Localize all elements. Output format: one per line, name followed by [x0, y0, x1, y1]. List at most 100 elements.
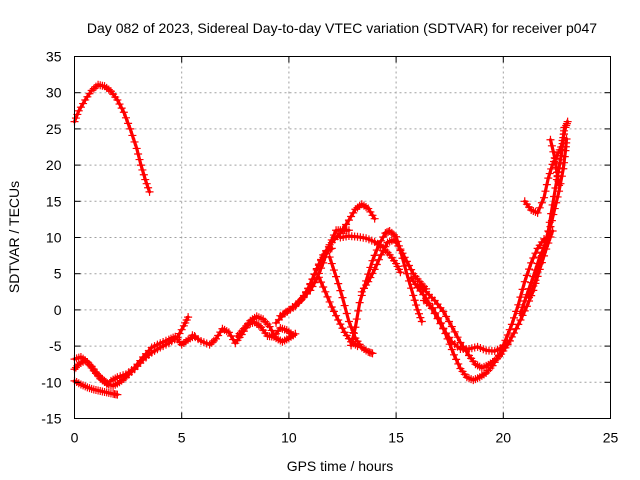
data-point-marker [366, 273, 375, 282]
data-point-marker [545, 218, 554, 227]
data-point-marker [312, 264, 321, 273]
data-point-marker [128, 131, 137, 140]
data-point-marker [144, 183, 153, 192]
data-point-marker [535, 203, 544, 212]
data-point-marker [339, 224, 348, 233]
data-point-marker [518, 303, 527, 312]
data-point-marker [512, 307, 521, 316]
series-trace [328, 255, 375, 355]
data-point-marker [368, 349, 377, 358]
data-point-marker [342, 309, 351, 318]
data-point-marker [400, 253, 409, 262]
series-trace [523, 120, 570, 215]
data-point-marker [550, 153, 559, 162]
data-point-marker [437, 318, 446, 327]
data-point-marker [299, 292, 308, 301]
data-point-marker [314, 273, 323, 282]
data-point-marker [525, 265, 534, 274]
data-point-marker [368, 256, 377, 265]
series-arc-early-low-d [106, 331, 199, 385]
data-point-marker [442, 312, 451, 321]
y-axis-ticks: -15 -10 -5 0 5 10 15 20 25 30 35 [41, 49, 611, 427]
data-point-marker [563, 117, 572, 126]
data-point-marker [501, 336, 510, 345]
data-point-marker [338, 293, 347, 302]
data-point-marker [134, 149, 143, 158]
data-point-marker [310, 269, 319, 278]
data-point-marker [372, 246, 381, 255]
data-point-marker [453, 333, 462, 342]
data-point-marker [505, 325, 514, 334]
data-point-marker [409, 291, 418, 300]
data-point-marker [533, 268, 542, 277]
series-arc-mid-b [233, 312, 300, 346]
data-point-marker [542, 180, 551, 189]
data-point-marker [336, 320, 345, 329]
data-point-marker [364, 277, 373, 286]
data-point-marker [552, 163, 561, 172]
data-point-marker [452, 355, 461, 364]
data-point-marker [537, 251, 546, 260]
data-point-marker [317, 255, 326, 264]
data-point-marker [135, 155, 144, 164]
data-point-marker [184, 313, 193, 322]
data-point-marker [439, 324, 448, 333]
data-point-marker [347, 341, 356, 350]
data-point-marker [540, 193, 549, 202]
data-point-marker [450, 327, 459, 336]
data-point-marker [535, 259, 544, 268]
data-point-marker [113, 390, 122, 399]
data-point-marker [520, 277, 529, 286]
data-point-marker [547, 209, 556, 218]
data-point-marker [441, 329, 450, 338]
data-point-marker [522, 271, 531, 280]
data-point-marker [531, 276, 540, 285]
data-point-marker [545, 169, 554, 178]
chart-title: Day 082 of 2023, Sidereal Day-to-day VTE… [87, 20, 597, 36]
data-point-marker [355, 298, 364, 307]
data-point-marker [510, 313, 519, 322]
data-point-marker [552, 168, 561, 177]
data-point-marker [119, 108, 128, 117]
data-point-marker [370, 265, 379, 274]
data-point-marker [558, 136, 567, 145]
series-arc-early-low-a [70, 376, 122, 399]
series-trace [293, 202, 377, 308]
data-point-marker [414, 309, 423, 318]
data-point-marker [444, 317, 453, 326]
data-point-marker [547, 164, 556, 173]
data-point-marker [404, 261, 413, 270]
data-point-marker [497, 346, 506, 355]
data-point-marker [398, 249, 407, 258]
y-tick-label: 35 [46, 49, 62, 65]
x-tick-label: 15 [388, 430, 404, 446]
data-point-marker [407, 265, 416, 274]
data-point-marker [529, 254, 538, 263]
series-arc-peak-b [357, 235, 431, 296]
data-point-marker [560, 129, 569, 138]
data-point-marker [132, 144, 141, 153]
series-arc-early-high [70, 80, 154, 196]
data-point-marker [548, 200, 557, 209]
data-point-marker [136, 161, 145, 170]
data-point-marker [291, 329, 300, 338]
data-point-marker [308, 275, 317, 284]
data-point-marker [317, 278, 326, 287]
data-point-marker [417, 317, 426, 326]
data-point-marker [510, 329, 519, 338]
y-tick-label: 15 [46, 193, 62, 209]
data-point-marker [402, 257, 411, 266]
data-point-marker [334, 279, 343, 288]
data-point-marker [416, 313, 425, 322]
data-point-marker [351, 323, 360, 332]
data-point-marker [514, 300, 523, 309]
data-point-marker [551, 158, 560, 167]
y-tick-label: 25 [46, 121, 62, 137]
data-point-marker [525, 293, 534, 302]
y-tick-label: -10 [41, 374, 61, 390]
data-point-marker [366, 263, 375, 272]
data-point-marker [443, 334, 452, 343]
series-arc-late-a [516, 135, 571, 318]
data-point-marker [505, 337, 514, 346]
data-point-marker [372, 260, 381, 269]
